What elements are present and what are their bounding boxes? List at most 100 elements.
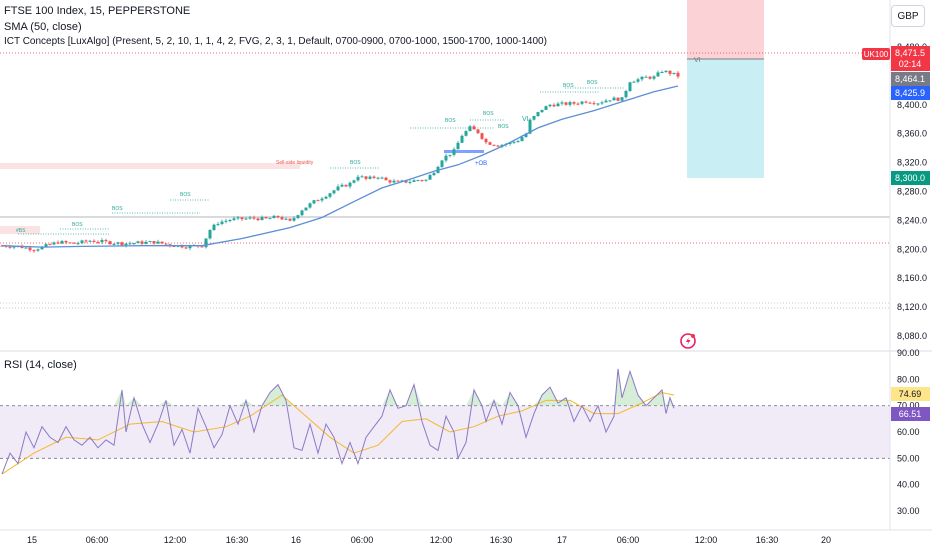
candle-body (312, 200, 316, 204)
rsi-value-text: 66.51 (899, 409, 922, 419)
candle-body (184, 247, 188, 249)
price-tick-label: 8,200.0 (897, 244, 927, 254)
candle-body (656, 72, 660, 77)
rsi-scale[interactable]: 90.00 80.00 70.00 60.00 50.00 40.00 30.00 (897, 348, 920, 516)
candle-body (76, 243, 80, 245)
alert-icon[interactable] (680, 333, 696, 349)
time-tick-label: 20 (821, 535, 831, 545)
candle-body (108, 241, 112, 245)
sma-price-badge: 8,425.9 (891, 86, 930, 100)
candle-body (236, 217, 240, 219)
candle-body (116, 242, 120, 244)
candle-body (96, 241, 100, 243)
candle-body (584, 101, 588, 103)
entry-price-text: 8,464.1 (895, 74, 925, 84)
candle-body (552, 104, 556, 107)
candle-body (188, 245, 192, 249)
candle-body (132, 243, 136, 245)
candle-body (256, 218, 260, 221)
candle-body (120, 242, 124, 246)
candle-body (648, 76, 652, 79)
candle-body (456, 142, 460, 150)
rsi-overbought-fill (2, 368, 674, 406)
time-axis[interactable]: 15 06:00 12:00 16:30 16 06:00 12:00 16:30 17 06:0… (27, 535, 831, 545)
annotation-label: BOS (350, 160, 361, 166)
time-tick-label: 06:00 (351, 535, 374, 545)
countdown-text: 02:14 (899, 59, 922, 69)
candle-body (412, 180, 416, 182)
candle-body (324, 196, 328, 199)
price-tick-label: 8,080.0 (897, 331, 927, 341)
annotation-label: #BS (16, 228, 26, 234)
time-tick-label: 12:00 (430, 535, 453, 545)
time-tick-label: 15 (27, 535, 37, 545)
annotation-label: VI (694, 57, 701, 64)
candle-body (480, 133, 484, 139)
rsi-tick-label: 70.00 (897, 401, 920, 411)
candle-body (304, 207, 308, 211)
candle-body (308, 203, 312, 208)
candle-body (172, 245, 176, 247)
candle-body (136, 241, 140, 244)
candle-body (208, 230, 212, 239)
time-tick-label: 12:00 (164, 535, 187, 545)
candle-body (464, 131, 468, 136)
candle-body (572, 102, 576, 104)
candle-body (276, 215, 280, 218)
currency-button[interactable]: GBP (891, 5, 925, 27)
candle-body (472, 126, 476, 130)
candle-body (608, 100, 612, 102)
candle-body (612, 97, 616, 101)
candle-body (484, 138, 488, 143)
candle-body (112, 243, 116, 245)
candle-body (48, 244, 52, 246)
time-tick-label: 12:00 (695, 535, 718, 545)
annotation-label: VI (522, 116, 529, 123)
price-pane[interactable]: #BS BOS BOS BOS BOS BOS BOS BOS BOS BOS … (0, 0, 890, 349)
candle-body (340, 184, 344, 187)
sma-50-line (1, 85, 679, 248)
annotation-label: BOS (498, 124, 509, 130)
candle-body (548, 104, 552, 107)
candle-body (580, 101, 584, 104)
candle-body (640, 76, 644, 80)
time-tick-label: 17 (557, 535, 567, 545)
candle-body (564, 102, 568, 105)
candle-body (660, 72, 664, 74)
candle-body (200, 246, 204, 248)
candle-body (384, 177, 388, 181)
candle-body (356, 176, 360, 181)
candle-body (320, 198, 324, 201)
candle-body (380, 177, 384, 179)
candle-body (244, 218, 248, 220)
candle-body (568, 102, 572, 105)
rsi-legend[interactable]: RSI (14, close) (4, 359, 77, 371)
candle-body (204, 238, 208, 248)
price-tick-label: 8,400.0 (897, 100, 927, 110)
candle-body (44, 244, 48, 247)
candle-body (64, 241, 68, 243)
candle-body (576, 103, 580, 105)
candle-body (512, 141, 516, 143)
candle-body (636, 79, 640, 82)
candle-body (452, 149, 456, 155)
ict-annotations: #BS BOS BOS BOS BOS BOS BOS BOS BOS BOS … (16, 57, 701, 234)
candle-body (144, 241, 148, 244)
rsi-value-badge: 66.51 (891, 407, 930, 421)
candle-body (220, 221, 224, 224)
candle-body (68, 242, 72, 244)
rsi-tick-label: 80.00 (897, 374, 920, 384)
symbol-legend[interactable]: FTSE 100 Index, 15, PEPPERSTONE (4, 5, 191, 17)
rsi-ma-line (1, 391, 675, 475)
ict-legend[interactable]: ICT Concepts [LuxAlgo] (Present, 5, 2, 1… (4, 36, 547, 47)
bos-lines (18, 87, 625, 235)
price-candles (0, 70, 680, 253)
candle-body (212, 224, 216, 231)
candle-body (72, 242, 76, 244)
sma-legend[interactable]: SMA (50, close) (4, 21, 82, 33)
candle-body (316, 200, 320, 202)
candle-body (460, 135, 464, 143)
rsi-pane[interactable] (0, 368, 890, 475)
time-tick-label: 16:30 (490, 535, 513, 545)
